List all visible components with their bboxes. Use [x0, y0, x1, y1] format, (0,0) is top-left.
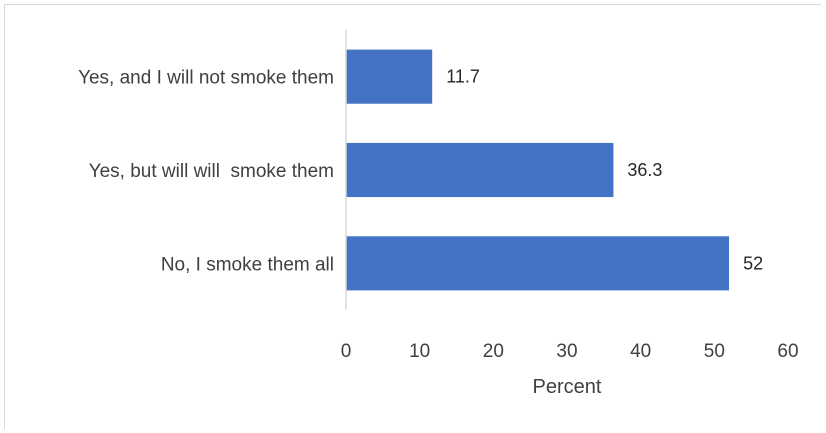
bar-1: [346, 142, 614, 198]
data-label-0: 11.7: [446, 67, 480, 87]
data-label-2: 52: [743, 253, 763, 273]
x-tick-label-6: 60: [777, 341, 798, 362]
data-label-1: 36.3: [627, 160, 662, 180]
x-tick-label-0: 0: [341, 341, 352, 362]
x-tick-label-2: 20: [483, 341, 504, 362]
bars-layer: [346, 49, 730, 291]
x-axis-title: Percent: [533, 376, 602, 398]
x-tick-label-3: 30: [556, 341, 577, 362]
data-labels: 11.7 36.3 52: [446, 67, 763, 274]
category-labels: Yes, and I will not smoke them Yes, but w…: [78, 68, 334, 276]
bar-0: [346, 49, 433, 104]
bar-2: [346, 236, 730, 291]
x-tick-label-4: 40: [630, 341, 651, 362]
category-label-0: Yes, and I will not smoke them: [78, 68, 334, 89]
x-tick-label-1: 10: [409, 341, 430, 362]
category-label-1: Yes, but will will smoke them: [89, 161, 334, 182]
x-tick-label-5: 50: [704, 341, 725, 362]
x-tick-labels: 0 10 20 30 40 50 60: [341, 341, 799, 362]
category-label-2: No, I smoke them all: [161, 254, 334, 275]
